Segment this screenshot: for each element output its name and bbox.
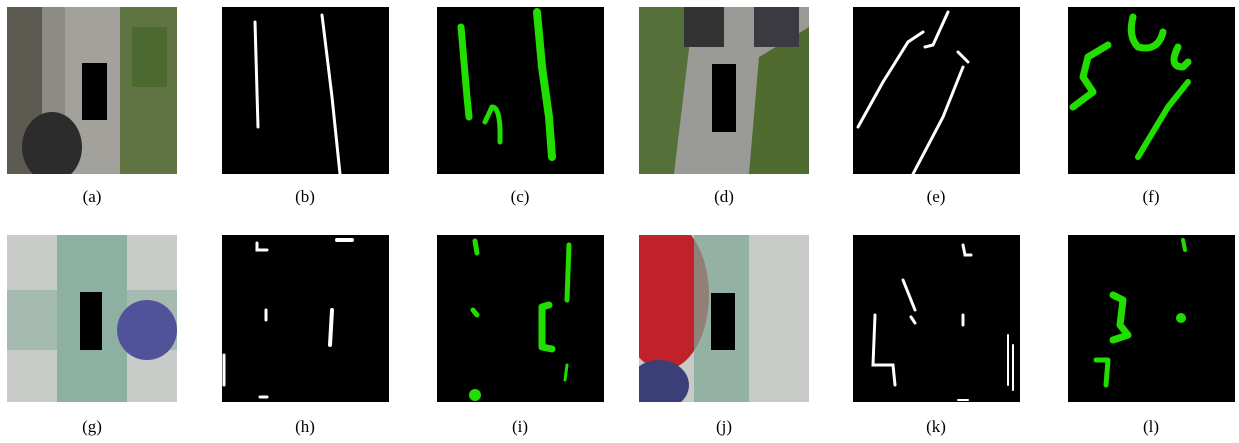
caption: (f)	[1143, 187, 1160, 206]
panel-image	[437, 235, 604, 402]
caption: (g)	[82, 417, 102, 436]
caption: (c)	[511, 187, 530, 206]
caption: (a)	[83, 187, 102, 206]
panel-image	[853, 235, 1020, 402]
caption: (i)	[512, 417, 528, 436]
panel-image	[1068, 235, 1235, 402]
panel-image	[853, 7, 1020, 174]
panel-image	[1068, 7, 1235, 174]
caption: (l)	[1143, 417, 1159, 436]
panel-image	[222, 235, 389, 402]
panel-image	[619, 220, 809, 410]
panel-image	[222, 7, 389, 174]
caption: (e)	[927, 187, 946, 206]
panel-image	[7, 235, 177, 402]
caption: (k)	[926, 417, 946, 436]
panel-image	[437, 7, 604, 174]
panel-image	[639, 7, 809, 174]
caption: (d)	[714, 187, 734, 206]
panel-image	[7, 7, 177, 182]
figure: (a) (b) (c) (d) (e) (f) (g) (h) (i) (j) …	[0, 0, 1239, 443]
caption: (b)	[295, 187, 315, 206]
caption: (h)	[295, 417, 315, 436]
caption: (j)	[716, 417, 732, 436]
